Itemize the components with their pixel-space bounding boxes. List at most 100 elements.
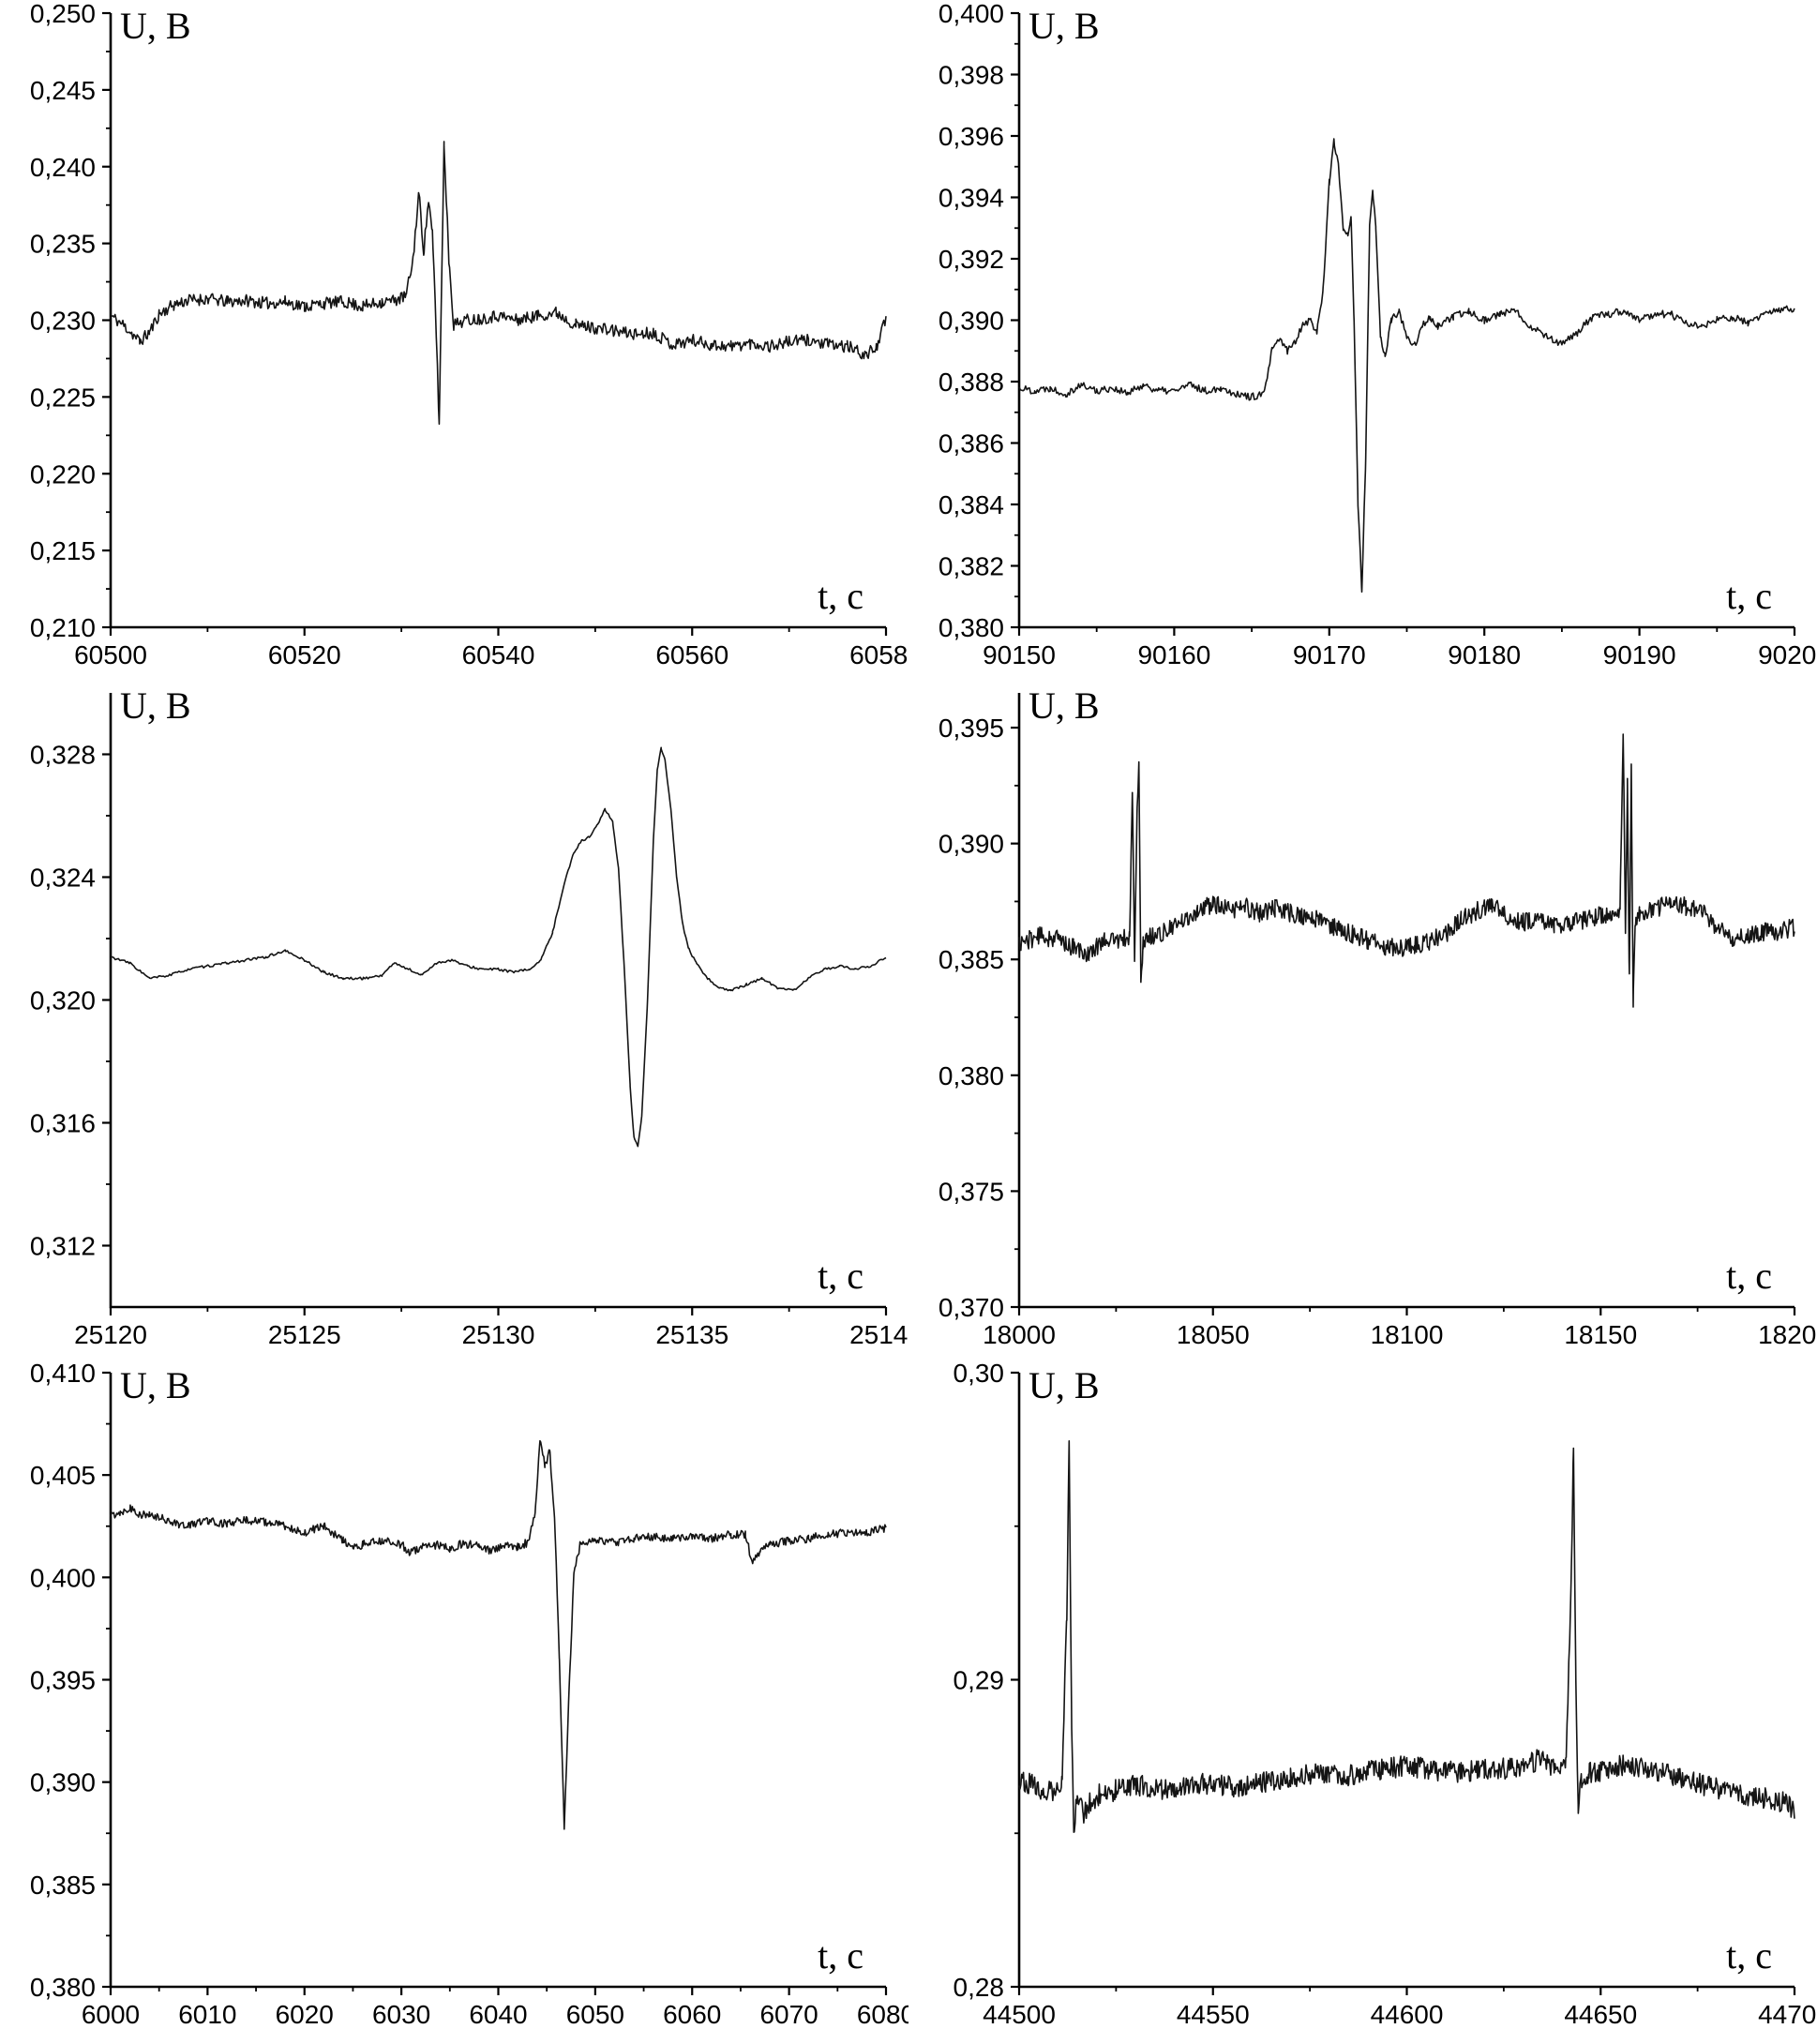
y-axis-title: U, В xyxy=(1029,1364,1100,1406)
svg-text:0,382: 0,382 xyxy=(939,552,1004,581)
x-axis-title: t, с xyxy=(818,1934,863,1976)
x-axis-title: t, с xyxy=(1726,1934,1772,1976)
svg-text:25130: 25130 xyxy=(462,1320,535,1349)
svg-text:0,324: 0,324 xyxy=(30,864,96,893)
svg-text:0,385: 0,385 xyxy=(939,945,1004,974)
svg-text:90170: 90170 xyxy=(1293,640,1366,669)
svg-text:0,398: 0,398 xyxy=(939,61,1004,90)
svg-text:0,230: 0,230 xyxy=(30,307,96,336)
svg-text:6070: 6070 xyxy=(759,2000,818,2029)
svg-text:6000: 6000 xyxy=(82,2000,140,2029)
svg-text:90190: 90190 xyxy=(1603,640,1676,669)
svg-text:0,395: 0,395 xyxy=(30,1666,96,1695)
svg-text:0,312: 0,312 xyxy=(30,1232,96,1261)
line-chart-2: U, В t, с 90150 90160 90170 90180 90190 9020 0… xyxy=(908,0,1817,680)
svg-text:18150: 18150 xyxy=(1564,1320,1637,1349)
svg-text:0,386: 0,386 xyxy=(939,429,1004,458)
svg-text:60520: 60520 xyxy=(268,640,341,669)
svg-text:25120: 25120 xyxy=(74,1320,147,1349)
svg-text:0,380: 0,380 xyxy=(30,1973,96,2002)
svg-text:90180: 90180 xyxy=(1448,640,1521,669)
svg-text:0,245: 0,245 xyxy=(30,76,96,105)
svg-text:0,400: 0,400 xyxy=(939,0,1004,28)
svg-text:90160: 90160 xyxy=(1137,640,1210,669)
svg-text:6060: 6060 xyxy=(663,2000,721,2029)
svg-text:60540: 60540 xyxy=(462,640,535,669)
svg-text:0,400: 0,400 xyxy=(30,1563,96,1592)
svg-text:0,375: 0,375 xyxy=(939,1177,1004,1206)
y-axis-title: U, В xyxy=(120,5,191,47)
svg-text:0,405: 0,405 xyxy=(30,1461,96,1490)
svg-text:0,390: 0,390 xyxy=(30,1768,96,1797)
svg-text:0,384: 0,384 xyxy=(939,490,1004,519)
x-axis-title: t, с xyxy=(818,1255,863,1297)
svg-text:18000: 18000 xyxy=(983,1320,1056,1349)
svg-text:0,370: 0,370 xyxy=(939,1293,1004,1322)
svg-text:0,392: 0,392 xyxy=(939,245,1004,274)
svg-text:18100: 18100 xyxy=(1371,1320,1444,1349)
svg-text:6040: 6040 xyxy=(469,2000,527,2029)
svg-text:0,396: 0,396 xyxy=(939,122,1004,151)
svg-text:0,250: 0,250 xyxy=(30,0,96,28)
svg-text:18050: 18050 xyxy=(1177,1320,1250,1349)
svg-text:6020: 6020 xyxy=(276,2000,334,2029)
svg-text:0,328: 0,328 xyxy=(30,741,96,770)
svg-text:0,390: 0,390 xyxy=(939,307,1004,336)
svg-text:0,30: 0,30 xyxy=(954,1360,1005,1388)
svg-text:0,390: 0,390 xyxy=(939,830,1004,859)
svg-text:0,28: 0,28 xyxy=(954,1973,1005,2002)
svg-text:0,410: 0,410 xyxy=(30,1360,96,1388)
x-axis-title: t, с xyxy=(818,575,863,617)
y-axis-title: U, В xyxy=(120,1364,191,1406)
svg-text:44500: 44500 xyxy=(983,2000,1056,2029)
svg-text:0,29: 0,29 xyxy=(954,1666,1005,1695)
x-axis-title: t, с xyxy=(1726,1255,1772,1297)
svg-text:60560: 60560 xyxy=(655,640,728,669)
svg-text:0,316: 0,316 xyxy=(30,1109,96,1138)
svg-text:0,320: 0,320 xyxy=(30,986,96,1015)
svg-text:0,394: 0,394 xyxy=(939,184,1004,213)
svg-text:0,225: 0,225 xyxy=(30,383,96,412)
svg-text:6050: 6050 xyxy=(566,2000,624,2029)
y-axis-title: U, В xyxy=(120,684,191,727)
svg-text:60500: 60500 xyxy=(74,640,147,669)
y-axis-title: U, В xyxy=(1029,5,1100,47)
svg-text:0,235: 0,235 xyxy=(30,230,96,259)
svg-text:6080: 6080 xyxy=(857,2000,908,2029)
svg-text:0,220: 0,220 xyxy=(30,459,96,488)
svg-text:0,380: 0,380 xyxy=(939,613,1004,642)
svg-text:0,385: 0,385 xyxy=(30,1871,96,1900)
svg-text:6010: 6010 xyxy=(178,2000,236,2029)
svg-text:6030: 6030 xyxy=(372,2000,430,2029)
svg-text:44550: 44550 xyxy=(1177,2000,1250,2029)
svg-text:0,380: 0,380 xyxy=(939,1061,1004,1090)
svg-text:90150: 90150 xyxy=(983,640,1056,669)
line-chart-5: U, В t, с 6000 6010 6020 6030 6040 6050 6060 60… xyxy=(0,1359,915,2039)
x-axis-title: t, с xyxy=(1726,575,1772,617)
svg-text:25125: 25125 xyxy=(268,1320,341,1349)
svg-text:25135: 25135 xyxy=(655,1320,728,1349)
y-axis-title: U, В xyxy=(1029,684,1100,727)
svg-text:0,240: 0,240 xyxy=(30,153,96,182)
plot-area: 6000 6010 6020 6030 6040 6050 6060 6070 6080 0,38… xyxy=(30,1359,915,2029)
svg-text:44600: 44600 xyxy=(1371,2000,1444,2029)
svg-text:0,388: 0,388 xyxy=(939,368,1004,397)
svg-text:0,395: 0,395 xyxy=(939,714,1004,743)
svg-text:0,210: 0,210 xyxy=(30,613,96,642)
svg-text:44650: 44650 xyxy=(1564,2000,1637,2029)
svg-text:0,215: 0,215 xyxy=(30,536,96,565)
